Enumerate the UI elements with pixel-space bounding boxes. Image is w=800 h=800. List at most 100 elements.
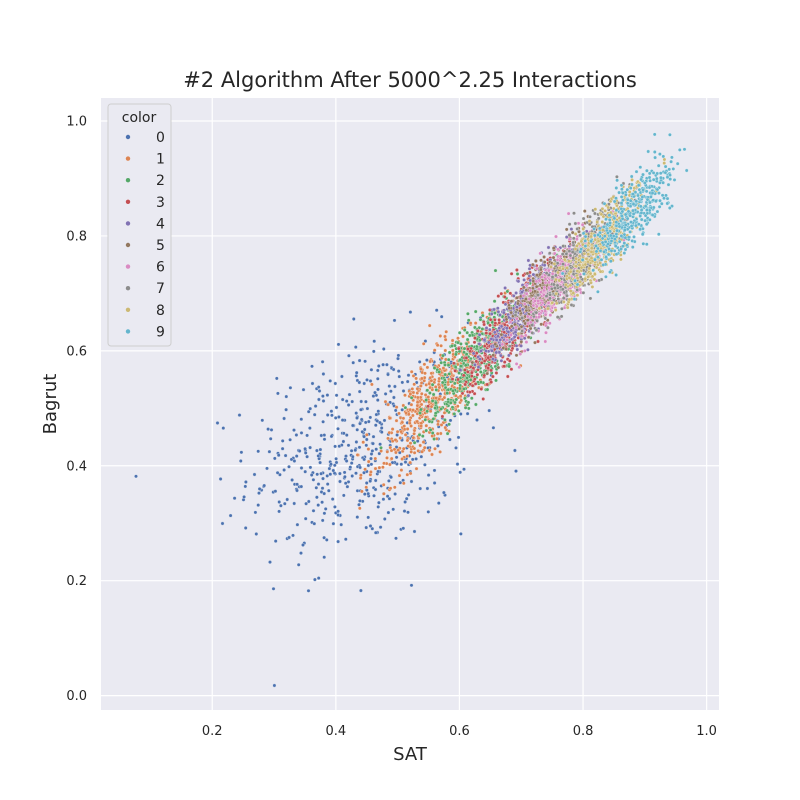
data-point xyxy=(638,165,643,170)
data-point xyxy=(439,423,444,427)
data-point xyxy=(446,363,451,367)
legend-marker xyxy=(125,286,131,291)
data-point xyxy=(409,583,414,588)
data-point xyxy=(418,411,422,415)
data-point xyxy=(555,283,560,288)
data-point xyxy=(440,380,445,385)
data-point xyxy=(338,479,342,484)
data-point xyxy=(535,304,539,309)
data-point xyxy=(583,276,588,281)
data-point xyxy=(333,505,337,509)
data-point xyxy=(434,388,439,392)
data-point xyxy=(294,454,299,458)
data-point xyxy=(485,382,490,387)
legend-entry-label: 4 xyxy=(156,216,165,232)
data-point xyxy=(534,310,539,315)
data-point xyxy=(596,255,600,259)
data-point xyxy=(445,391,450,396)
data-point xyxy=(652,132,657,137)
data-point xyxy=(570,250,575,254)
data-point xyxy=(452,361,456,366)
data-point xyxy=(385,449,390,454)
data-point xyxy=(489,337,494,341)
data-point xyxy=(257,487,262,491)
data-point xyxy=(412,529,417,534)
data-point xyxy=(578,233,582,238)
data-point xyxy=(612,249,617,253)
data-point xyxy=(628,198,633,203)
data-point xyxy=(386,510,391,515)
data-point xyxy=(475,329,480,333)
y-tick-label: 0.2 xyxy=(66,574,87,589)
data-point xyxy=(600,206,605,211)
data-point xyxy=(569,227,574,231)
data-point xyxy=(537,278,542,283)
data-point xyxy=(421,341,426,346)
data-point xyxy=(519,344,523,348)
data-point xyxy=(400,380,405,385)
legend-entry-label: 7 xyxy=(156,281,165,297)
data-point xyxy=(228,513,233,518)
data-point xyxy=(576,221,581,226)
data-point xyxy=(606,231,610,235)
data-point xyxy=(565,305,570,310)
data-point xyxy=(357,358,362,363)
data-point xyxy=(546,306,550,311)
data-point xyxy=(464,356,469,360)
data-point xyxy=(492,330,497,335)
data-point xyxy=(598,269,603,274)
data-point xyxy=(493,317,497,322)
data-point xyxy=(405,427,410,431)
data-point xyxy=(257,491,261,495)
data-point xyxy=(575,282,580,287)
data-point xyxy=(636,193,640,198)
data-point xyxy=(443,334,447,339)
data-point xyxy=(308,426,312,430)
data-point xyxy=(567,249,572,253)
data-point xyxy=(364,525,369,530)
data-point xyxy=(424,428,429,433)
data-point xyxy=(295,488,299,493)
legend-marker xyxy=(125,242,131,248)
data-point xyxy=(398,436,403,440)
data-point xyxy=(662,161,667,165)
data-point xyxy=(366,515,371,520)
data-point xyxy=(398,480,403,485)
data-point xyxy=(567,259,571,264)
data-point xyxy=(508,320,513,324)
data-point xyxy=(412,382,417,387)
data-point xyxy=(452,412,457,416)
data-point xyxy=(502,295,507,299)
data-point xyxy=(561,296,566,300)
data-point xyxy=(463,363,468,368)
data-point xyxy=(425,388,430,393)
data-point xyxy=(430,382,435,387)
data-point xyxy=(334,460,339,465)
data-point xyxy=(418,443,423,448)
data-point xyxy=(473,382,478,386)
data-point xyxy=(561,262,565,267)
data-point xyxy=(243,526,248,530)
data-point xyxy=(537,306,542,311)
chart-title: #2 Algorithm After 5000^2.25 Interaction… xyxy=(183,68,637,92)
data-point xyxy=(436,501,441,505)
data-point xyxy=(466,318,471,323)
data-point xyxy=(493,268,498,273)
data-point xyxy=(593,237,598,242)
data-point xyxy=(564,282,568,287)
data-point xyxy=(370,382,374,387)
data-point xyxy=(602,201,607,206)
data-point xyxy=(471,351,476,356)
data-point xyxy=(590,285,595,289)
data-point xyxy=(343,474,347,479)
data-point xyxy=(651,205,656,210)
data-point xyxy=(476,365,481,369)
data-point xyxy=(614,208,619,212)
data-point xyxy=(574,260,578,264)
data-point xyxy=(492,299,497,304)
data-point xyxy=(573,221,578,226)
data-point xyxy=(381,347,386,351)
data-point xyxy=(534,328,539,333)
data-point xyxy=(479,380,483,385)
data-point xyxy=(401,526,406,531)
